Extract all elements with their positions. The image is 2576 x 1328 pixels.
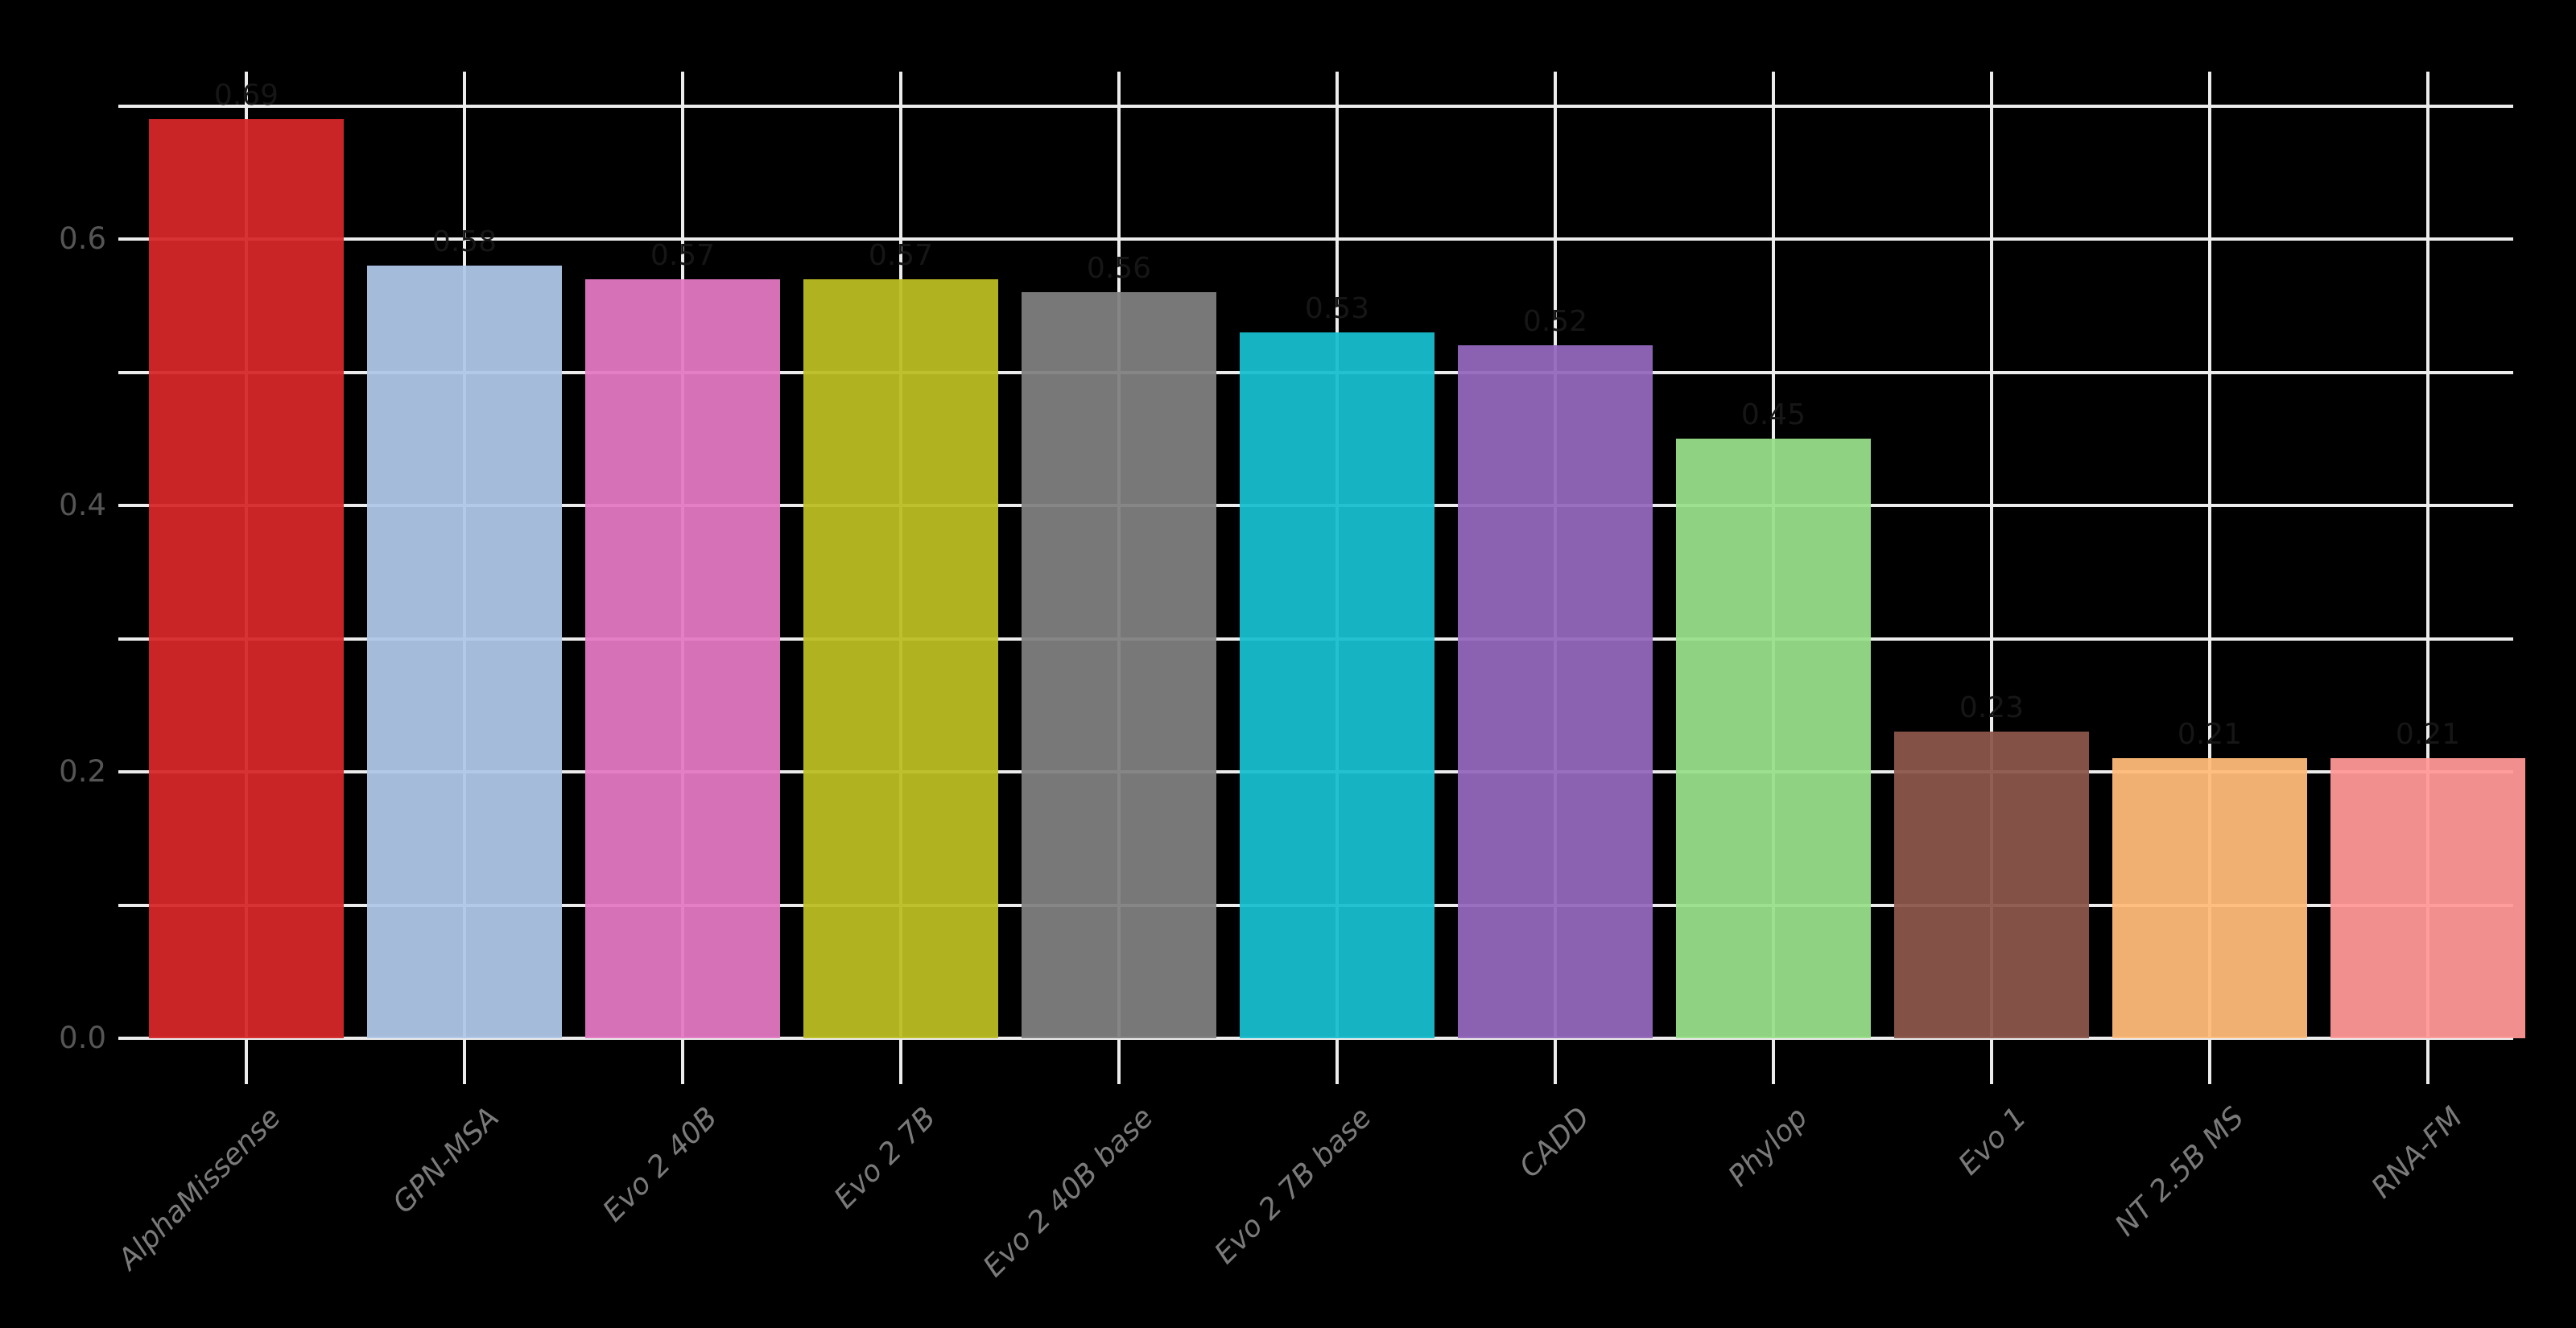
x-tick-label: RNA-FM	[2365, 1101, 2469, 1205]
bar-value-label: 0.69	[213, 79, 279, 113]
x-tick-label: Evo 2 7B	[828, 1101, 942, 1215]
bar-evo-2-7b-base	[1240, 332, 1435, 1038]
bar-value-label: 0.53	[1304, 291, 1370, 325]
bar-gpn-msa	[367, 266, 562, 1038]
x-tick-label: AlphaMissense	[112, 1101, 287, 1276]
bar-value-label: 0.21	[2177, 718, 2243, 752]
bar-value-label: 0.23	[1959, 691, 2025, 725]
bar-evo-2-40b-base	[1022, 292, 1216, 1038]
bar-cadd	[1458, 345, 1653, 1038]
x-tick-label: Evo 2 7B base	[1208, 1101, 1378, 1271]
x-tick-label: Phylop	[1722, 1101, 1814, 1194]
x-tick-label: Evo 1	[1951, 1101, 2033, 1182]
h-gridline	[118, 1037, 2513, 1040]
v-gridline	[1990, 72, 1993, 1084]
bar-evo-2-40b	[585, 278, 780, 1038]
bar-nt-2-5b-ms	[2112, 758, 2307, 1038]
y-tick-label: 0.2	[59, 754, 106, 789]
h-gridline	[118, 104, 2513, 108]
bar-value-label: 0.45	[1740, 398, 1806, 432]
bar-phylop	[1676, 439, 1871, 1038]
bar-value-label: 0.56	[1086, 252, 1152, 286]
y-tick-label: 0.4	[59, 488, 106, 522]
bar-rna-fm	[2330, 758, 2525, 1038]
bar-value-label: 0.52	[1522, 305, 1588, 339]
x-tick-label: Evo 2 40B	[597, 1101, 724, 1228]
y-tick-label: 0.6	[59, 221, 106, 256]
v-gridline	[2426, 72, 2429, 1084]
x-tick-label: GPN-MSA	[386, 1101, 506, 1220]
y-tick-label: 0.0	[59, 1021, 106, 1055]
bar-value-label: 0.57	[650, 238, 716, 272]
h-gridline	[118, 237, 2513, 241]
bar-value-label: 0.57	[868, 238, 934, 272]
bar-alphamissense	[149, 119, 344, 1038]
bar-evo-2-7b	[803, 278, 998, 1038]
v-gridline	[2208, 72, 2211, 1084]
bar-value-label: 0.21	[2395, 718, 2461, 752]
bar-value-label: 0.58	[431, 225, 497, 259]
bar-evo-1	[1894, 732, 2089, 1038]
x-tick-label: Evo 2 40B base	[977, 1101, 1160, 1284]
x-tick-label: NT 2.5B MS	[2109, 1101, 2251, 1243]
x-tick-label: CADD	[1513, 1101, 1596, 1185]
